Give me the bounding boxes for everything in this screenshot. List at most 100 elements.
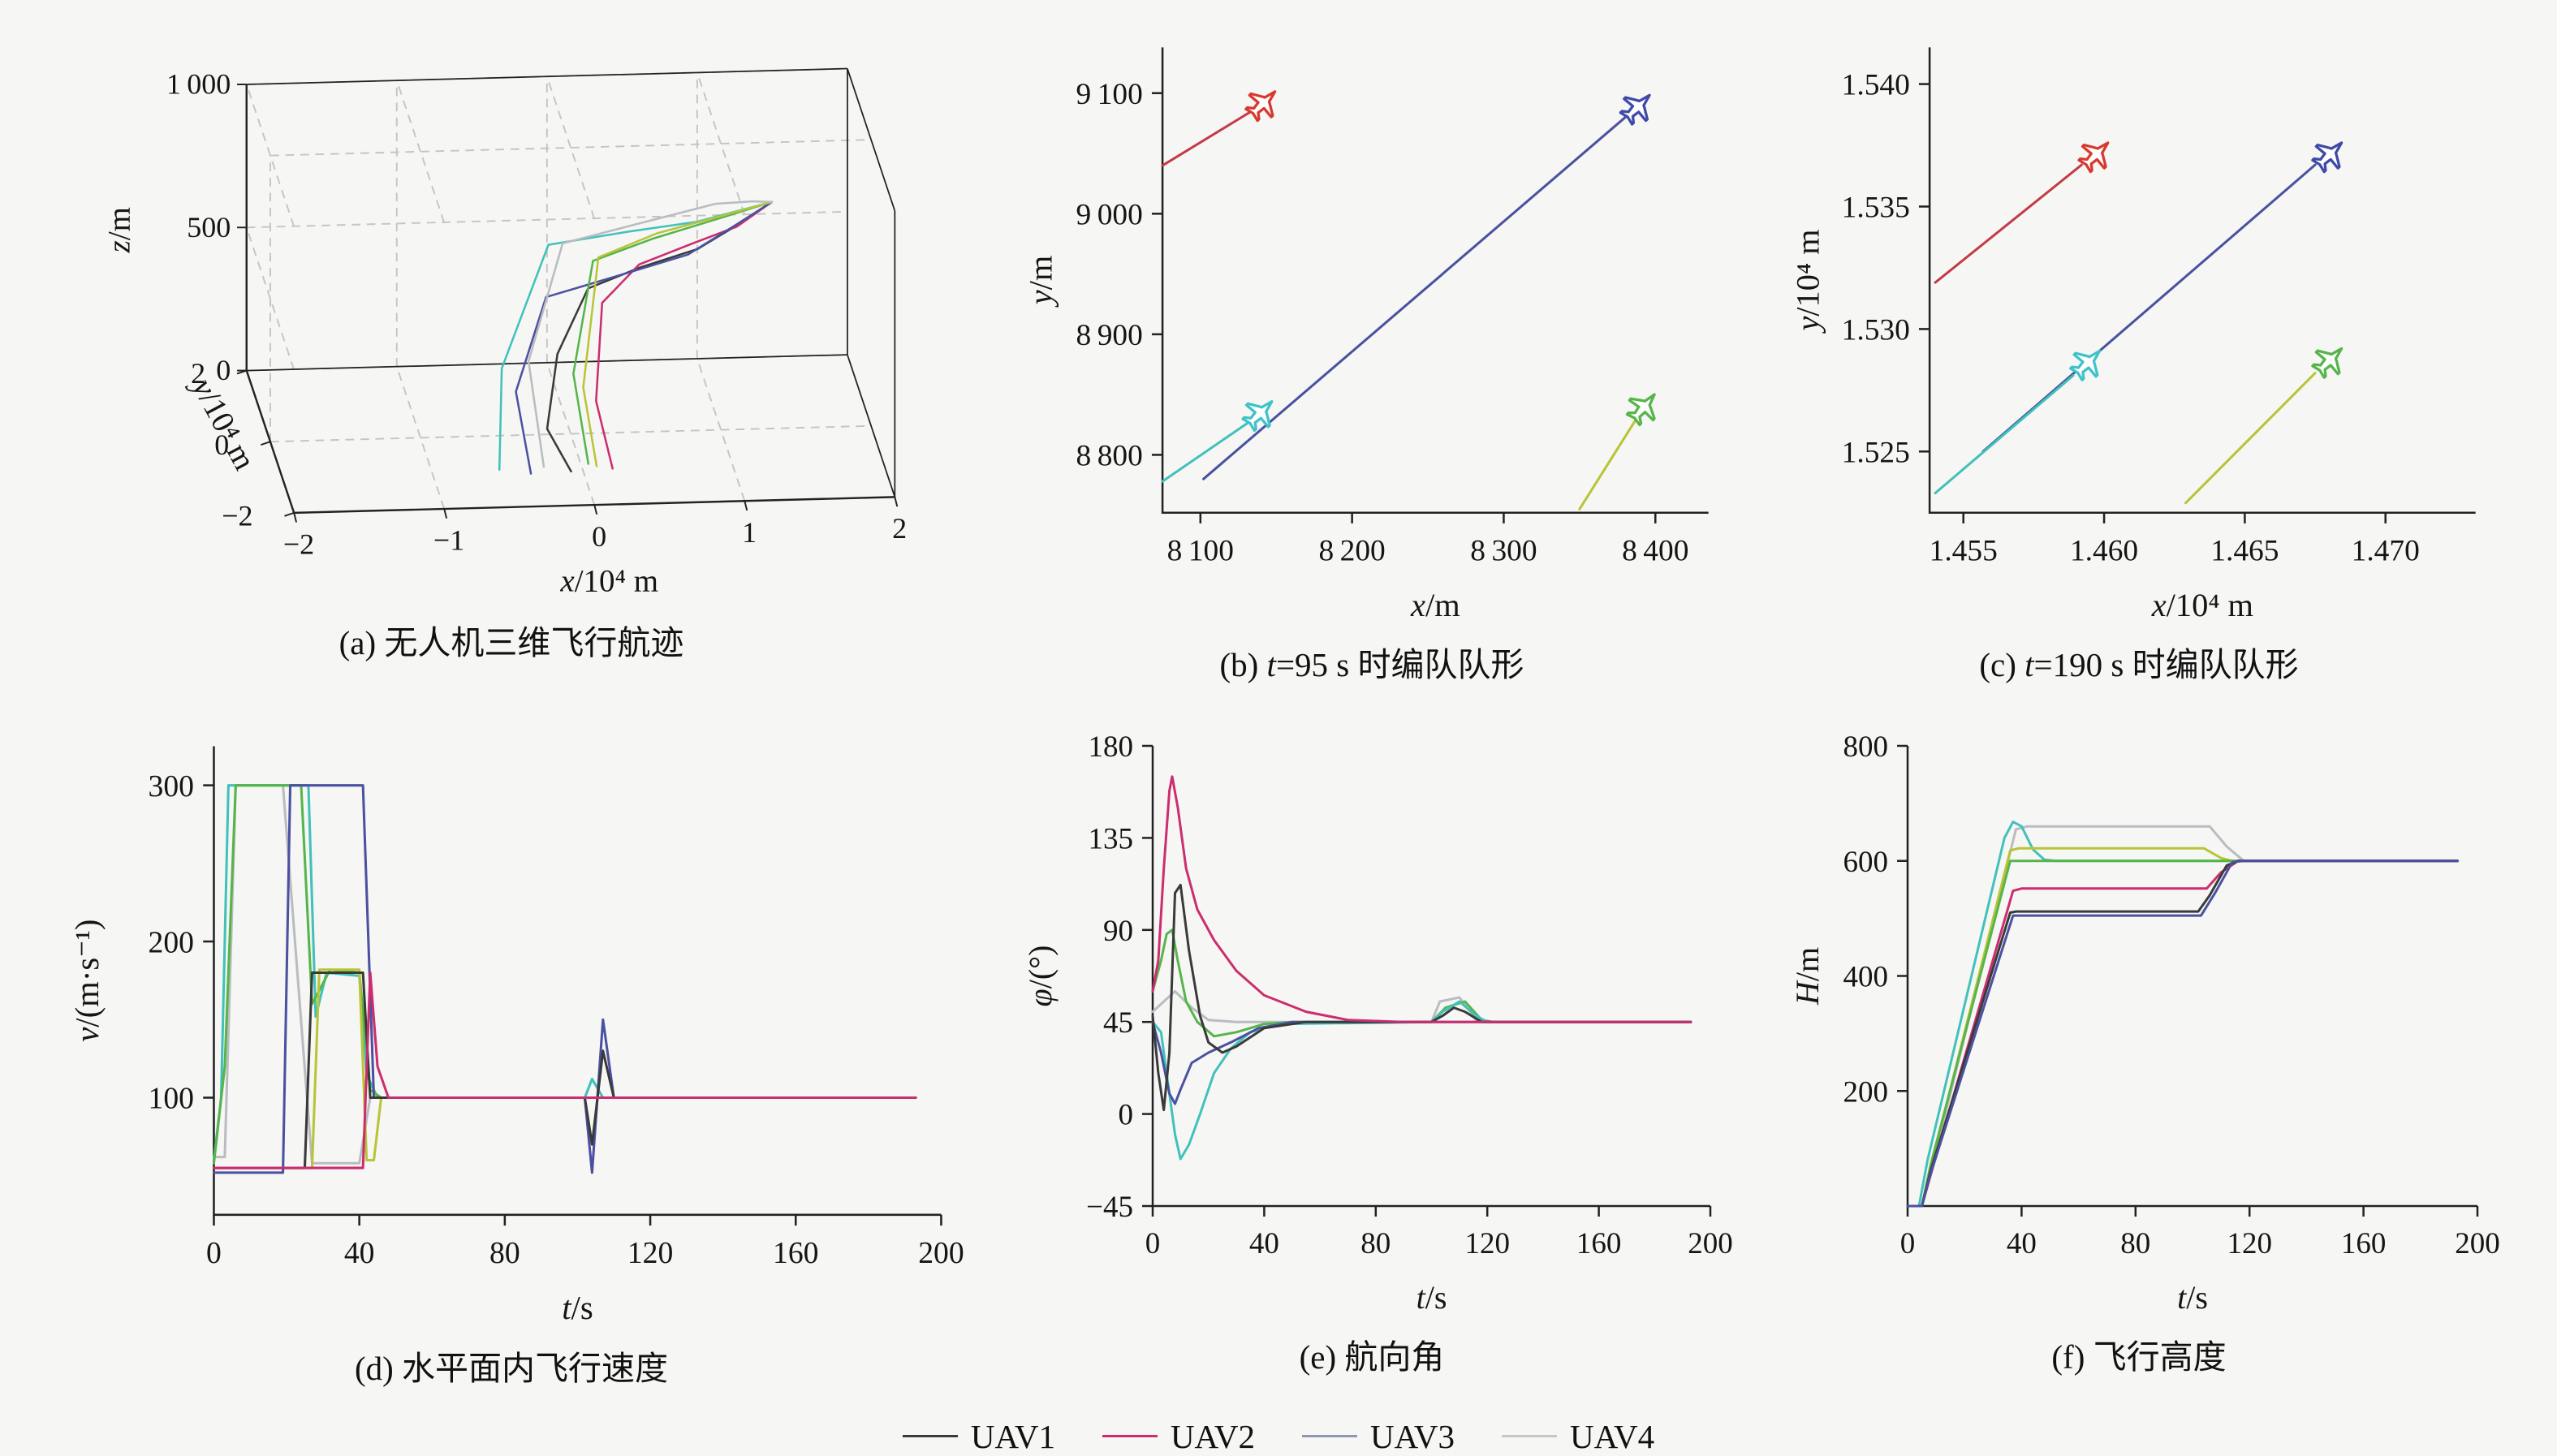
trajectory-olive	[582, 200, 774, 467]
svg-text:−2: −2	[222, 499, 252, 532]
chart-c-canvas: 1.455 1.460 1.465 1.470 1.525 1.530 1.535 1.540…	[1790, 47, 2476, 623]
series-black	[1906, 859, 2459, 1208]
svg-text:100: 100	[149, 1082, 194, 1116]
svg-text:45: 45	[1103, 1007, 1133, 1040]
svg-text:2: 2	[892, 512, 907, 545]
svg-text:0: 0	[216, 354, 231, 386]
svg-text:200: 200	[149, 926, 194, 960]
svg-text:2: 2	[191, 357, 205, 390]
svg-text:1 000: 1 000	[166, 68, 231, 101]
series-gray	[1151, 990, 1692, 1024]
caption-a-text: (a) 无人机三维飞行航迹	[338, 623, 684, 661]
svg-text:120: 120	[2227, 1227, 2272, 1260]
series-cyan	[1934, 374, 2075, 495]
svg-text:−1: −1	[433, 524, 464, 557]
caption-b-var: t	[1266, 646, 1276, 684]
svg-text:0: 0	[592, 520, 606, 553]
caption-f-text: (f) 飞行高度	[2051, 1338, 2227, 1376]
svg-text:40: 40	[2007, 1227, 2037, 1260]
svg-text:400: 400	[1843, 961, 1889, 994]
svg-text:1.460: 1.460	[2070, 534, 2138, 567]
svg-text:0: 0	[214, 429, 229, 461]
trajectory-blue	[515, 200, 774, 475]
trajectory-crimson	[595, 200, 774, 470]
svg-text:600: 600	[1843, 846, 1889, 879]
caption-b-rest: =95 s 时编队队形	[1275, 646, 1524, 684]
series-blue	[1202, 114, 1630, 480]
series-black	[1151, 884, 1692, 1112]
caption-b: (b) t=95 s 时编队队形	[1219, 637, 1524, 686]
legend-line-swatch-uav3	[1302, 1435, 1357, 1438]
svg-text:8 300: 8 300	[1470, 534, 1537, 567]
svg-text:160: 160	[2341, 1227, 2387, 1260]
caption-d: (d) 水平面内飞行速度	[355, 1341, 668, 1389]
svg-text:160: 160	[1576, 1227, 1622, 1260]
series-blue	[1906, 859, 2459, 1208]
svg-text:120: 120	[1464, 1227, 1510, 1260]
chart-f-altitude: 0 40 80 120 160 200 200 400 600 800 t/s H/m	[1778, 723, 2500, 1328]
svg-text:180: 180	[1089, 730, 1134, 764]
z-axis-label: z/m	[102, 207, 137, 253]
legend-item-uav3: UAV3	[1302, 1417, 1455, 1456]
axes	[213, 746, 942, 1217]
panel-f: 0 40 80 120 160 200 200 400 600 800 t/s H/m (f) 飞行高…	[1778, 723, 2500, 1389]
uav-plane-marker-cyan	[2069, 349, 2102, 381]
svg-text:1.525: 1.525	[1842, 436, 1910, 469]
svg-text:−45: −45	[1086, 1191, 1133, 1224]
svg-text:1.540: 1.540	[1842, 69, 1910, 102]
series-green	[1578, 416, 1639, 510]
uav-plane-marker-green	[2311, 347, 2344, 379]
legend-label-uav3: UAV3	[1370, 1417, 1455, 1455]
svg-text:120: 120	[627, 1236, 673, 1270]
chart-b-formation-95s: 8 100 8 200 8 300 8 400 8 800 8 900 9 000 9 100…	[1011, 24, 1733, 635]
panel-c: 1.455 1.460 1.465 1.470 1.525 1.530 1.535 1.540…	[1778, 24, 2500, 686]
caption-c-text: (c)	[1979, 646, 2025, 684]
legend-line-swatch-uav2	[1102, 1435, 1158, 1438]
caption-a: (a) 无人机三维飞行航迹	[339, 615, 684, 664]
y-axis-label: y/m	[1023, 256, 1059, 308]
svg-text:0: 0	[1119, 1099, 1134, 1132]
svg-text:40: 40	[1249, 1227, 1279, 1260]
caption-f: (f) 飞行高度	[2051, 1329, 2226, 1378]
legend: UAV1 UAV2 UAV3 UAV4	[32, 1417, 2525, 1456]
svg-text:80: 80	[1360, 1227, 1391, 1260]
svg-text:40: 40	[344, 1236, 375, 1270]
series-cyan	[1151, 1000, 1692, 1161]
caption-c-rest: =190 s 时编队队形	[2033, 646, 2299, 684]
series-blue	[1151, 1021, 1692, 1105]
svg-text:1.535: 1.535	[1842, 192, 1910, 225]
chart-b-canvas: 8 100 8 200 8 300 8 400 8 800 8 900 9 000 9 100…	[1023, 47, 1709, 623]
svg-text:8 800: 8 800	[1076, 440, 1143, 473]
legend-line-swatch-uav1	[902, 1435, 958, 1438]
caption-c: (c) t=190 s 时编队队形	[1979, 637, 2298, 686]
svg-text:8 400: 8 400	[1622, 534, 1688, 567]
axes	[1928, 47, 2476, 515]
chart-f-canvas: 0 40 80 120 160 200 200 400 600 800 t/s H/m	[1789, 730, 2500, 1316]
trajectory-gray	[527, 200, 774, 468]
legend-line-swatch-uav4	[1502, 1435, 1558, 1438]
y-axis-label: y/10⁴ m	[184, 370, 262, 476]
svg-text:8 200: 8 200	[1318, 534, 1385, 567]
panel-a: −2 −1 0 1 2 2 0 −2 0 500 1 000 x/10⁴ m y/10⁴ m z/m (a…	[57, 24, 966, 686]
legend-label-uav1: UAV1	[970, 1417, 1055, 1455]
svg-text:1.530: 1.530	[1842, 314, 1910, 347]
y-axis-label: y/10⁴ m	[1790, 229, 1826, 334]
caption-d-text: (d) 水平面内飞行速度	[354, 1349, 669, 1387]
caption-c-var: t	[2024, 646, 2034, 684]
svg-text:200: 200	[1843, 1076, 1889, 1109]
x-axis-label: t/s	[562, 1290, 593, 1327]
axes	[1161, 47, 1709, 515]
uav-plane-marker-red	[2077, 141, 2110, 174]
svg-text:800: 800	[1843, 730, 1889, 764]
series-red	[1161, 109, 1255, 167]
legend-item-uav4: UAV4	[1502, 1417, 1654, 1456]
legend-label-uav4: UAV4	[1570, 1417, 1655, 1455]
panel-b: 8 100 8 200 8 300 8 400 8 800 8 900 9 000 9 100…	[1011, 24, 1733, 686]
uav-plane-marker-blue	[1619, 93, 1651, 126]
chart-d-canvas: 0 40 80 120 160 200 100 200 300 t/s v/(m·s⁻¹)	[69, 746, 964, 1327]
svg-text:80: 80	[489, 1236, 520, 1270]
x-axis-label: t/s	[1416, 1279, 1447, 1316]
chart-e-heading-angle: 0 40 80 120 160 200 −45 0 45 90 135 180 t/s φ/(°)	[1011, 723, 1733, 1328]
